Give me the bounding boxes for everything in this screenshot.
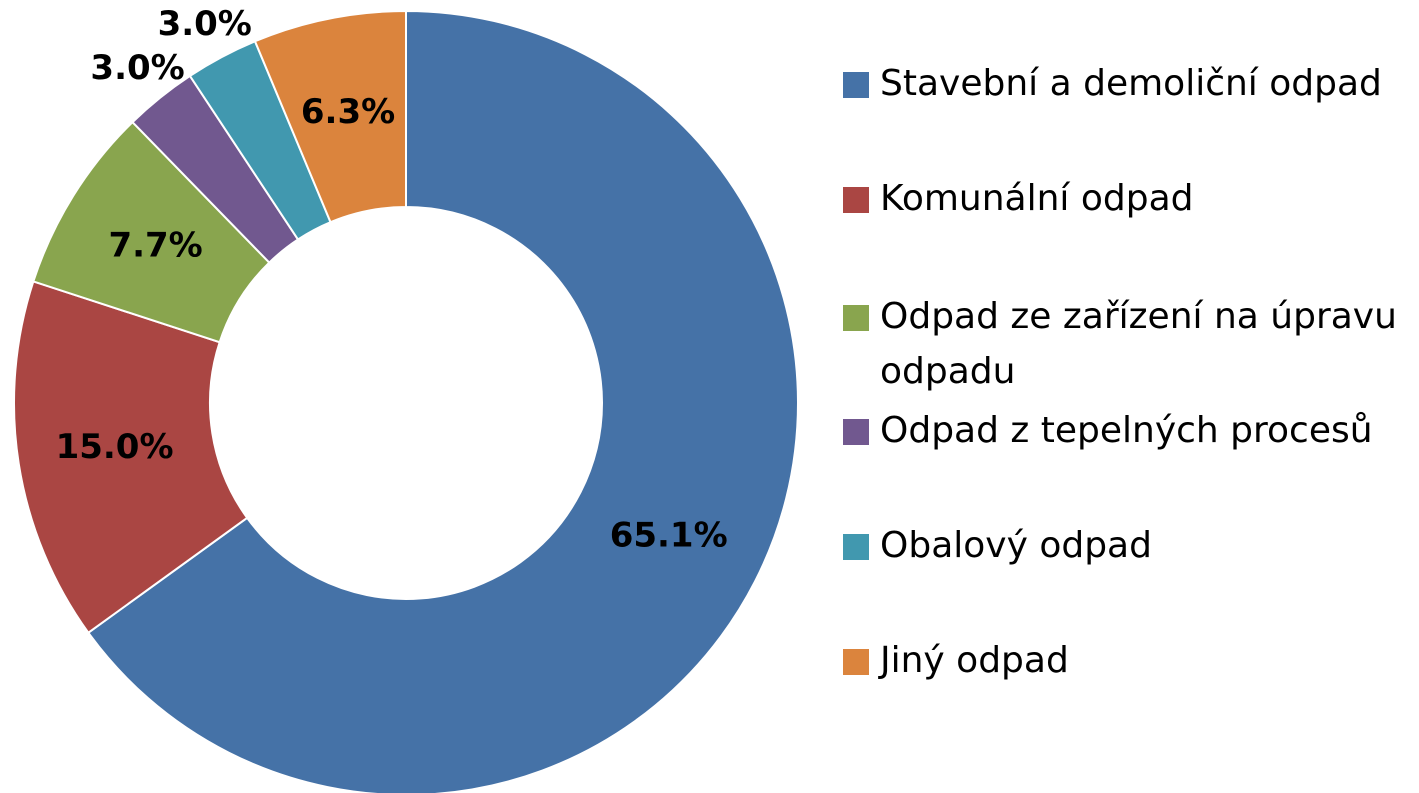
data-label: 15.0%	[56, 427, 174, 467]
data-label: 3.0%	[90, 48, 184, 88]
legend-label: Odpad z tepelných procesů	[880, 410, 1373, 451]
data-label: 3.0%	[158, 4, 252, 44]
legend-swatch	[843, 187, 869, 213]
data-label: 65.1%	[610, 516, 728, 556]
donut-segment	[13, 280, 249, 635]
data-label: 7.7%	[108, 226, 202, 266]
legend-label: Jiný odpad	[878, 640, 1069, 681]
donut-segment	[86, 9, 799, 793]
legend-label: Odpad ze zařízení na úpravu odpadu	[880, 296, 1397, 392]
legend-swatch	[843, 72, 869, 98]
legend-swatch	[843, 534, 869, 560]
legend-line: odpadu	[880, 351, 1015, 392]
legend-label: Stavební a demoliční odpad	[880, 63, 1382, 104]
legend-line: Odpad ze zařízení na úpravu	[880, 296, 1397, 337]
legend-label: Komunální odpad	[880, 178, 1194, 219]
legend-label: Obalový odpad	[880, 525, 1152, 566]
legend-swatch	[843, 419, 869, 445]
data-label: 6.3%	[301, 92, 395, 132]
legend-swatch	[843, 649, 869, 675]
donut-segment	[253, 9, 407, 224]
legend-swatch	[843, 305, 869, 331]
